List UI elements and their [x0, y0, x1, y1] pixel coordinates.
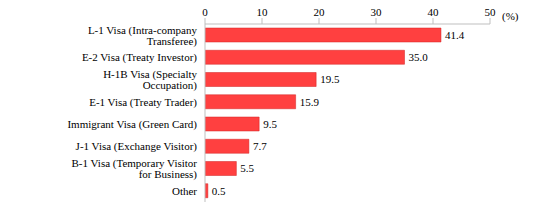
svg-text:10: 10 [257, 8, 269, 18]
svg-text:J-1 Visa (Exchange Visitor): J-1 Visa (Exchange Visitor) [76, 140, 198, 153]
svg-text:Other: Other [172, 185, 197, 197]
svg-text:7.7: 7.7 [253, 140, 267, 152]
svg-text:9.5: 9.5 [263, 118, 277, 130]
svg-text:40: 40 [428, 8, 440, 18]
svg-text:35.0: 35.0 [409, 51, 429, 63]
svg-text:E-2 Visa (Treaty Investor): E-2 Visa (Treaty Investor) [82, 51, 197, 64]
svg-text:19.5: 19.5 [320, 73, 340, 85]
svg-text:L-1 Visa (Intra-companyTransfe: L-1 Visa (Intra-companyTransferee) [88, 24, 198, 48]
svg-text:E-1 Visa (Treaty Trader): E-1 Visa (Treaty Trader) [89, 96, 197, 109]
svg-text:B-1 Visa (Temporary Visitorfor: B-1 Visa (Temporary Visitorfor Business) [71, 157, 197, 181]
svg-text:30: 30 [371, 8, 383, 18]
svg-text:5.5: 5.5 [240, 162, 254, 174]
svg-text:Immigrant Visa (Green Card): Immigrant Visa (Green Card) [67, 118, 197, 131]
svg-text:H-1B Visa (SpecialtyOccupation: H-1B Visa (SpecialtyOccupation) [103, 68, 197, 92]
svg-text:41.4: 41.4 [445, 29, 465, 41]
svg-text:0.5: 0.5 [212, 185, 226, 197]
svg-text:0: 0 [202, 8, 208, 18]
svg-text:15.9: 15.9 [300, 96, 320, 108]
svg-text:50: 50 [485, 8, 497, 18]
svg-text:(%): (%) [502, 10, 519, 23]
svg-text:20: 20 [314, 8, 326, 18]
